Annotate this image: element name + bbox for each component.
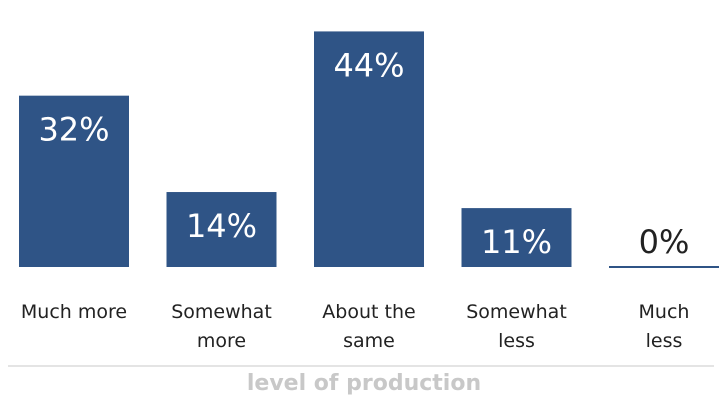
category-label: About the (322, 301, 415, 323)
value-label: 11% (481, 223, 552, 261)
value-labels-layer: 32% 14% 44% 11% 0% (38, 46, 689, 261)
value-label: 32% (38, 111, 109, 149)
category-label: less (498, 330, 535, 352)
bar (461, 208, 572, 267)
category-label: same (343, 330, 395, 352)
value-label: 14% (186, 207, 257, 245)
bar (609, 266, 719, 268)
category-label: Much (639, 301, 690, 323)
category-label: less (646, 330, 683, 352)
value-label: 44% (333, 46, 404, 84)
category-label: more (197, 330, 246, 352)
category-label: Somewhat (466, 301, 567, 323)
bars-layer (19, 31, 719, 268)
x-axis-title: level of production (247, 371, 481, 396)
value-label: 0% (639, 223, 690, 261)
bar (19, 95, 129, 268)
bar (314, 31, 424, 267)
category-label: Much more (21, 301, 127, 323)
category-labels-layer: Much more Somewhat more About the same Somewh… (21, 301, 690, 352)
category-label: Somewhat (171, 301, 272, 323)
bar (166, 192, 277, 267)
